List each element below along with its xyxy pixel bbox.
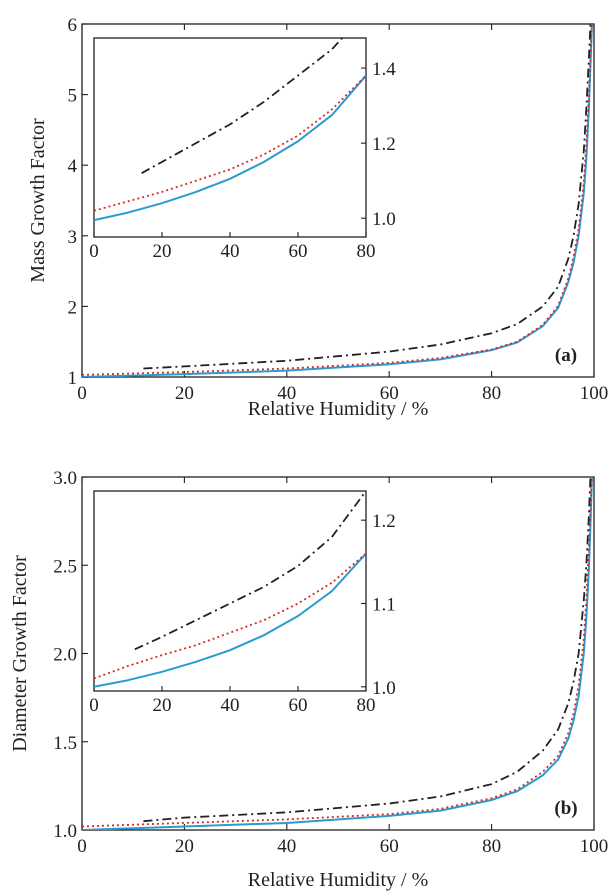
chart-panel-a: 0 20 40 60 80 100 1 2 3 4 5 6 Relative Humidity / % M…	[27, 15, 608, 420]
inset-x-tick-label: 40	[221, 695, 240, 716]
y-axis-label: Diameter Growth Factor	[9, 555, 31, 752]
series-line-dotted	[82, 24, 593, 376]
inset-y-tick-label: 1.4	[372, 59, 396, 80]
inset-x-tick-label: 0	[89, 241, 99, 262]
x-tick-label: 40	[277, 383, 296, 404]
inset-x-tick-label: 0	[89, 695, 99, 716]
series-line-dotted	[82, 477, 593, 828]
series-line-solid	[82, 477, 593, 830]
x-tick-label: 100	[580, 836, 609, 857]
panel-label: (b)	[554, 798, 577, 819]
inset-x-tick-label: 60	[289, 241, 308, 262]
y-tick-label: 2	[68, 297, 78, 318]
x-axis-label: Relative Humidity / %	[248, 398, 429, 420]
series-line-dashdot	[143, 477, 592, 823]
inset-series-group	[94, 38, 366, 222]
inset-frame	[93, 37, 367, 238]
x-tick-label: 20	[175, 836, 194, 857]
inset-x-tick-label: 40	[221, 241, 240, 262]
y-tick-label: 3.0	[53, 468, 77, 489]
panel-label: (a)	[555, 345, 577, 366]
y-tick-label: 5	[68, 86, 78, 107]
inset-series-group	[94, 491, 366, 688]
inset-y-tick-label: 1.2	[372, 511, 396, 532]
inset-x-tick-label: 80	[357, 241, 376, 262]
inset-series-line-dotted	[94, 74, 366, 212]
inset-y-tick-label: 1.2	[372, 134, 396, 155]
inset-frame	[93, 490, 367, 692]
x-tick-label: 60	[380, 383, 399, 404]
series-group	[82, 477, 593, 830]
series-line-solid	[82, 24, 593, 377]
x-axis-label: Relative Humidity / %	[248, 869, 429, 891]
y-tick-label: 4	[68, 156, 78, 177]
y-tick-label: 1.5	[53, 733, 77, 754]
inset-x-tick-label: 20	[153, 695, 172, 716]
y-tick-label: 6	[68, 15, 78, 36]
inset-series-line-dotted	[94, 552, 366, 680]
x-tick-label: 0	[77, 383, 87, 404]
chart-panel-b: 0 20 40 60 80 100 1.0 1.5 2.0 2.5 3.0 Relative Humi…	[9, 468, 608, 891]
inset-series-line-solid	[94, 74, 366, 222]
inset-x-tick-label: 80	[357, 695, 376, 716]
x-tick-label: 60	[380, 836, 399, 857]
inset-chart: 0 20 40 60 80 1.0 1.2 1.4	[89, 37, 396, 262]
x-tick-label: 80	[482, 383, 501, 404]
y-tick-label: 1.0	[53, 821, 77, 842]
inset-chart: 0 20 40 60 801.0 1.1 1.2	[89, 490, 396, 716]
plot-frame	[81, 23, 595, 378]
plot-frame	[81, 476, 595, 831]
inset-y-tick-label: 1.1	[372, 595, 396, 616]
x-tick-label: 40	[277, 836, 296, 857]
inset-series-line-solid	[94, 552, 366, 688]
inset-y-tick-label: 1.0	[372, 209, 396, 230]
x-tick-label: 80	[482, 836, 501, 857]
x-tick-label: 20	[175, 383, 194, 404]
y-tick-label: 3	[68, 227, 78, 248]
series-group	[82, 24, 593, 377]
y-axis-label: Mass Growth Factor	[27, 118, 49, 283]
x-tick-label: 0	[77, 836, 87, 857]
y-tick-label: 1	[68, 368, 78, 389]
inset-x-tick-label: 20	[153, 241, 172, 262]
inset-y-tick-label: 1.0	[372, 678, 396, 699]
y-tick-label: 2.5	[53, 556, 77, 577]
x-tick-label: 100	[580, 383, 609, 404]
inset-series-line-dashdot	[141, 38, 344, 174]
y-tick-label: 2.0	[53, 645, 77, 666]
inset-x-tick-label: 60	[289, 695, 308, 716]
series-line-dashdot	[143, 24, 592, 370]
